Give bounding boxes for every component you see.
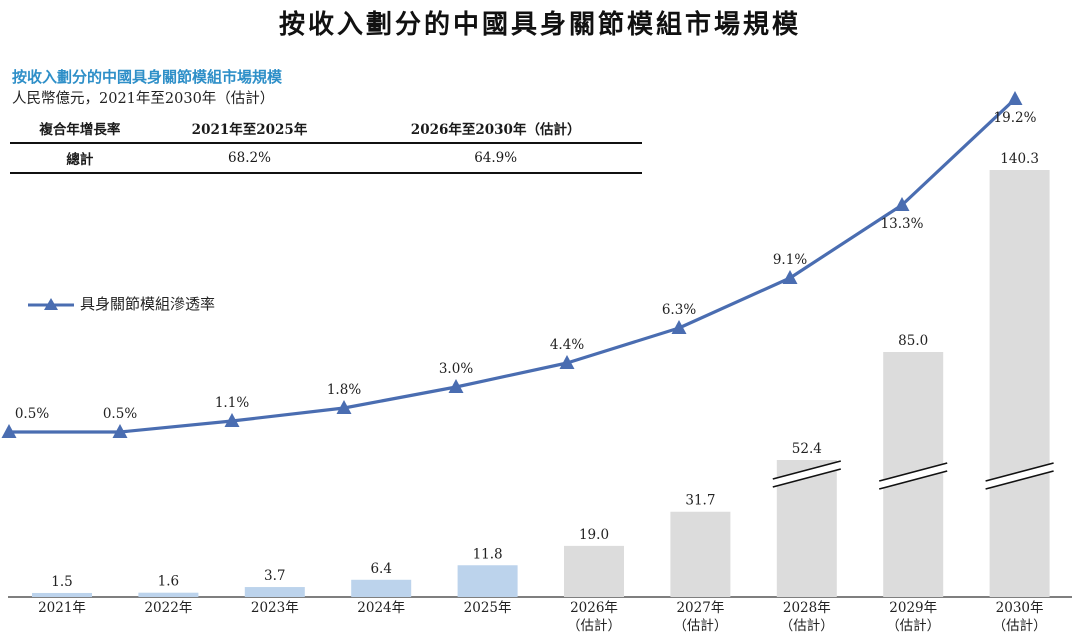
legend: 具身關節模組滲透率 [28, 293, 215, 314]
bar-value-label: 3.7 [264, 568, 285, 584]
bar-value-label: 85.0 [898, 333, 928, 349]
legend-label: 具身關節模組滲透率 [80, 295, 216, 313]
chart-subtitle: 按收入劃分的中國具身關節模組市場規模 [12, 68, 283, 86]
bar [564, 545, 624, 597]
x-tick-label: 2024年 [357, 600, 405, 616]
penetration-label: 13.3% [881, 216, 924, 232]
cagr-value-period1: 68.2% [149, 143, 350, 174]
bar [989, 170, 1050, 597]
x-tick-label: 2025年 [464, 600, 512, 616]
bar-value-label: 19.0 [579, 527, 609, 543]
cagr-header-period2: 2026年至2030年（估計） [349, 116, 642, 144]
penetration-marker [782, 270, 798, 284]
cagr-header-period1: 2021年至2025年 [149, 116, 350, 144]
axis-break-line [878, 462, 948, 482]
penetration-label: 4.4% [550, 337, 584, 353]
penetration-label: 19.2% [994, 110, 1037, 126]
page-title: 按收入劃分的中國具身關節模組市場規模 [278, 10, 801, 40]
bar [138, 592, 199, 597]
cagr-table: 複合年增長率 2021年至2025年 2026年至2030年（估計） 總計 68… [10, 116, 642, 174]
legend-line-triangle-icon [28, 297, 74, 310]
x-tick-note: （估計） [673, 618, 727, 634]
axis-break-line [772, 460, 842, 480]
penetration-marker [894, 197, 910, 211]
axis-break-line [772, 468, 842, 488]
x-tick-label: 2029年 [889, 600, 937, 616]
penetration-label: 1.8% [327, 382, 361, 398]
axis-break-gap [772, 461, 841, 487]
penetration-marker [224, 413, 240, 427]
axis-break-line [985, 462, 1054, 482]
penetration-marker [559, 355, 575, 369]
unit-label: 人民幣億元，2021年至2030年（估計） [12, 91, 275, 107]
bar-value-label: 140.3 [1000, 151, 1039, 167]
bar-value-label: 31.7 [685, 493, 715, 509]
axis-break-line [985, 470, 1054, 490]
penetration-label: 0.5% [15, 406, 49, 422]
x-tick-label: 2021年 [38, 600, 86, 616]
x-tick-note: （估計） [567, 618, 621, 634]
x-tick-label: 2022年 [144, 600, 192, 616]
x-tick-note: （估計） [886, 618, 940, 634]
bar-value-label: 52.4 [792, 441, 822, 457]
bar-value-label: 1.6 [158, 574, 179, 590]
penetration-marker [1, 424, 17, 438]
x-tick-label: 2030年 [996, 600, 1044, 616]
cagr-value-period2: 64.9% [349, 143, 642, 174]
penetration-marker [448, 379, 464, 393]
bar [244, 587, 305, 597]
axis-break-gap [879, 463, 948, 489]
penetration-marker [1007, 91, 1023, 105]
cagr-header-label: 複合年增長率 [10, 116, 150, 144]
cagr-total-row: 總計 68.2% 64.9% [10, 143, 642, 174]
penetration-marker [671, 320, 687, 334]
x-tick-label: 2028年 [783, 600, 831, 616]
cagr-row-label: 總計 [10, 143, 150, 174]
penetration-marker [336, 400, 352, 414]
penetration-label: 9.1% [773, 252, 807, 268]
penetration-label: 0.5% [103, 406, 137, 422]
penetration-label: 6.3% [662, 302, 696, 318]
cagr-header-row: 複合年增長率 2021年至2025年 2026年至2030年（估計） [10, 116, 642, 144]
x-tick-note: （估計） [993, 618, 1047, 634]
x-tick-note: （估計） [780, 618, 834, 634]
penetration-label: 3.0% [439, 361, 473, 377]
x-tick-label: 2026年 [570, 600, 618, 616]
bar [32, 592, 92, 597]
penetration-label: 1.1% [215, 395, 249, 411]
penetration-marker [112, 424, 128, 438]
bar [351, 579, 412, 597]
bar [457, 565, 518, 597]
x-tick-label: 2023年 [251, 600, 299, 616]
axis-break-gap [985, 463, 1054, 489]
bar [670, 511, 731, 597]
x-tick-label: 2027年 [676, 600, 724, 616]
bar-value-label: 1.5 [51, 574, 72, 590]
penetration-line [9, 97, 1017, 434]
bar-value-label: 6.4 [370, 561, 391, 577]
bar-value-label: 11.8 [473, 546, 503, 562]
axis-break-line [878, 470, 948, 490]
